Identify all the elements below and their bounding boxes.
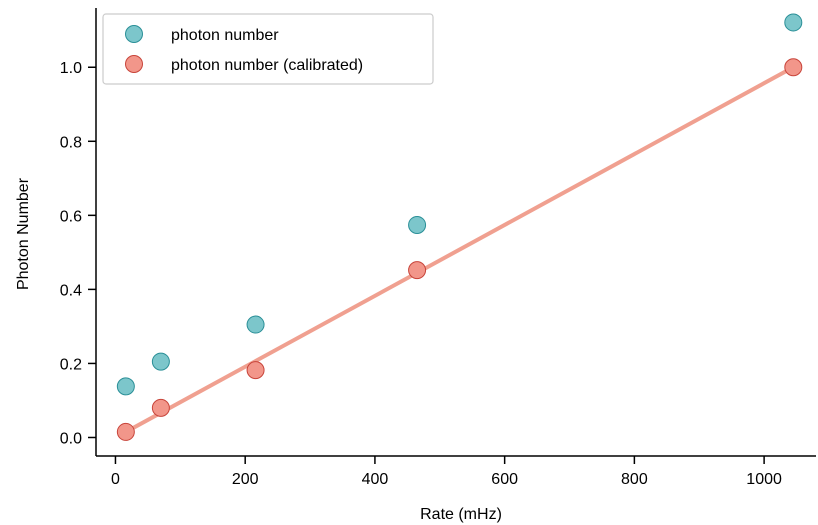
legend: photon number photon number (calibrated) (102, 13, 434, 85)
photon-number-point (784, 13, 803, 32)
legend-label: photon number (calibrated) (171, 57, 363, 74)
legend-box (102, 13, 434, 85)
calibrated-point (246, 361, 265, 380)
photon-number-point (246, 315, 265, 334)
y-tick-label: 0.0 (60, 430, 82, 447)
legend-marker (125, 25, 143, 43)
x-tick-label: 400 (362, 471, 389, 488)
calibrated-point (151, 398, 170, 417)
x-tick-label: 200 (232, 471, 259, 488)
axes: 0 200 400 600 800 1000 0.0 0.2 0.4 0.6 0.8 1.0 (60, 8, 816, 488)
photon-number-point (408, 215, 427, 234)
x-tick-label: 800 (621, 471, 648, 488)
plot-area (116, 13, 803, 441)
y-tick-label: 0.2 (60, 356, 82, 373)
x-tick-label: 0 (111, 471, 120, 488)
y-axis-label: Photon Number (15, 177, 32, 290)
x-tick-label: 1000 (746, 471, 782, 488)
calibrated-point (784, 58, 803, 77)
y-tick-label: 0.8 (60, 134, 82, 151)
legend-marker (125, 55, 143, 73)
y-tick-label: 1.0 (60, 60, 82, 77)
x-tick-label: 600 (491, 471, 518, 488)
photon-number-point (116, 377, 135, 396)
photon-number-point (151, 352, 170, 371)
y-tick-label: 0.6 (60, 208, 82, 225)
fit-line (123, 65, 796, 434)
calibrated-point (116, 422, 135, 441)
legend-label: photon number (171, 27, 279, 44)
calibrated-point (408, 261, 427, 280)
x-axis-label: Rate (mHz) (420, 506, 502, 523)
y-tick-label: 0.4 (60, 282, 82, 299)
